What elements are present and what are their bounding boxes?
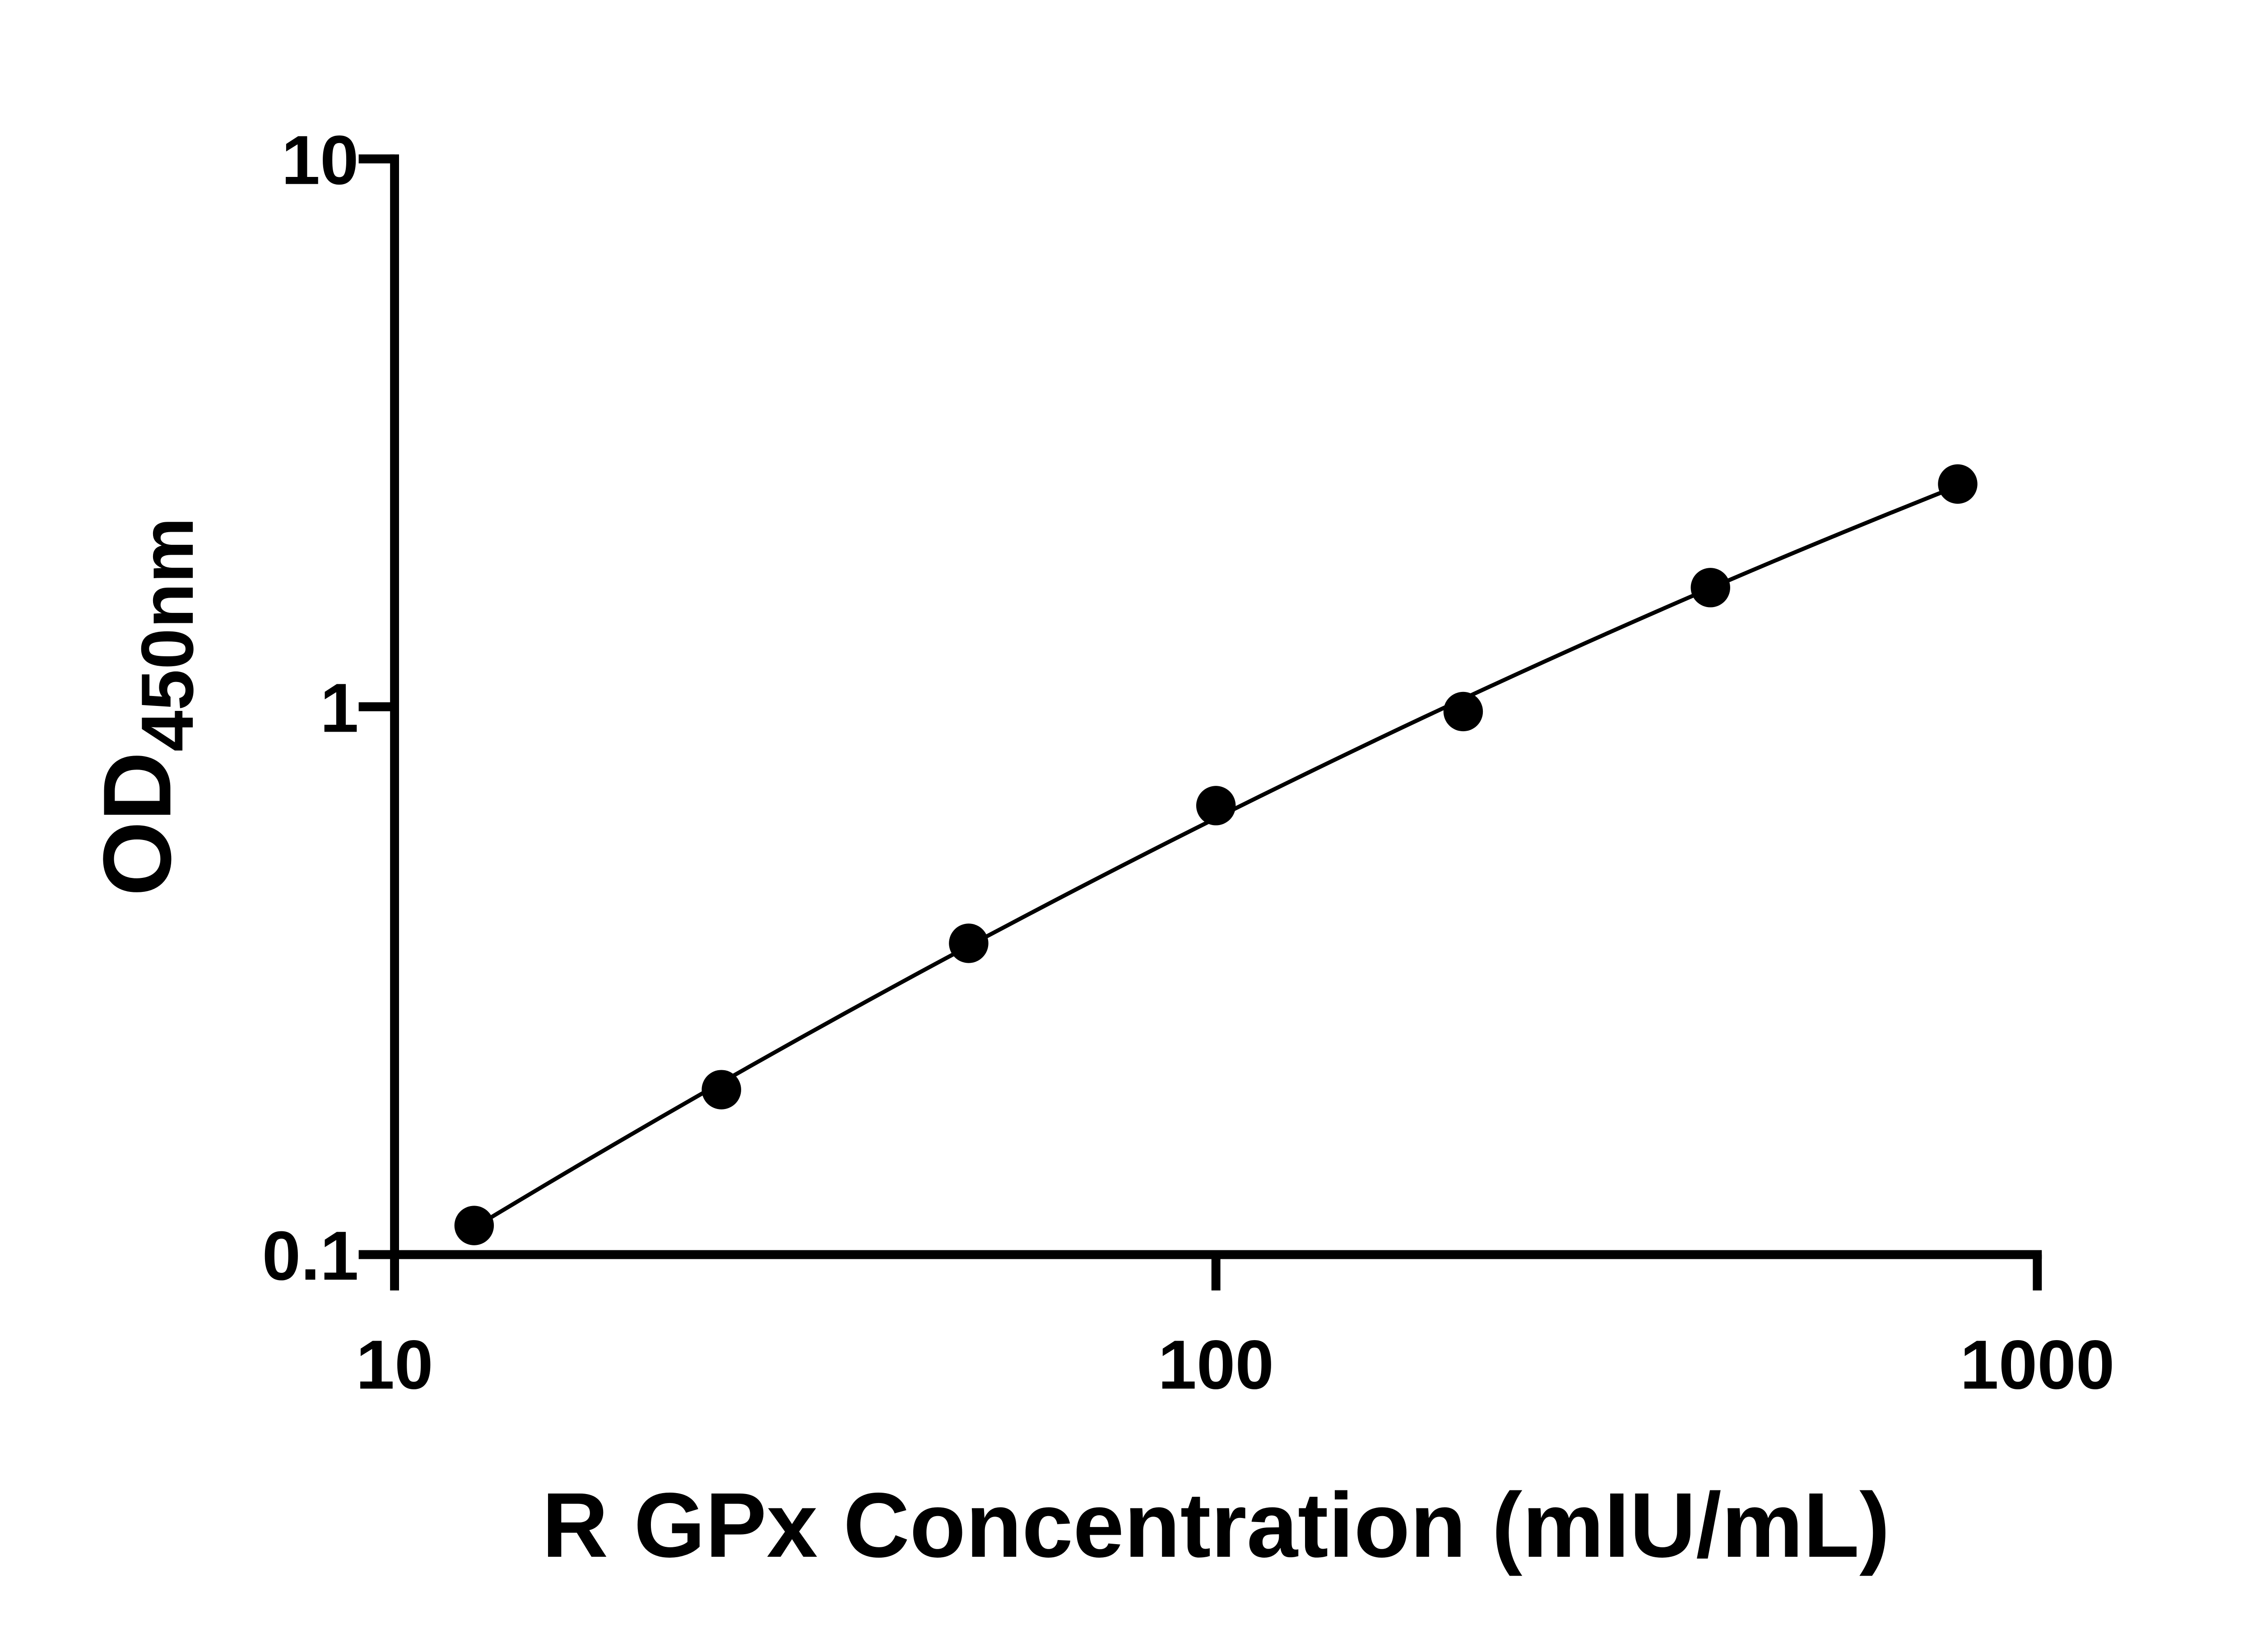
data-point — [1443, 691, 1483, 732]
data-point — [454, 1206, 494, 1245]
y-axis-title-subscript: 450nm — [126, 517, 209, 752]
x-axis-title: R GPx Concentration (mIU/mL) — [542, 1474, 1890, 1577]
x-tick-label: 100 — [1158, 1326, 1274, 1404]
y-axis-title: OD450nm — [84, 517, 209, 896]
data-point — [1196, 786, 1236, 826]
trend-line — [473, 484, 1959, 1230]
data-point — [701, 1070, 741, 1109]
data-point — [1938, 464, 1978, 504]
data-point — [1690, 568, 1730, 608]
plot-area: 10 100 1000 10 1 0.1 — [262, 121, 2115, 1404]
x-tick-label: 10 — [356, 1326, 433, 1404]
data-point — [949, 923, 989, 963]
x-tick-label: 1000 — [1960, 1326, 2114, 1404]
y-tick-label: 1 — [320, 669, 359, 747]
y-tick-label: 10 — [281, 121, 358, 199]
y-axis-title-main: OD — [84, 752, 191, 896]
y-tick-label: 0.1 — [262, 1217, 359, 1295]
